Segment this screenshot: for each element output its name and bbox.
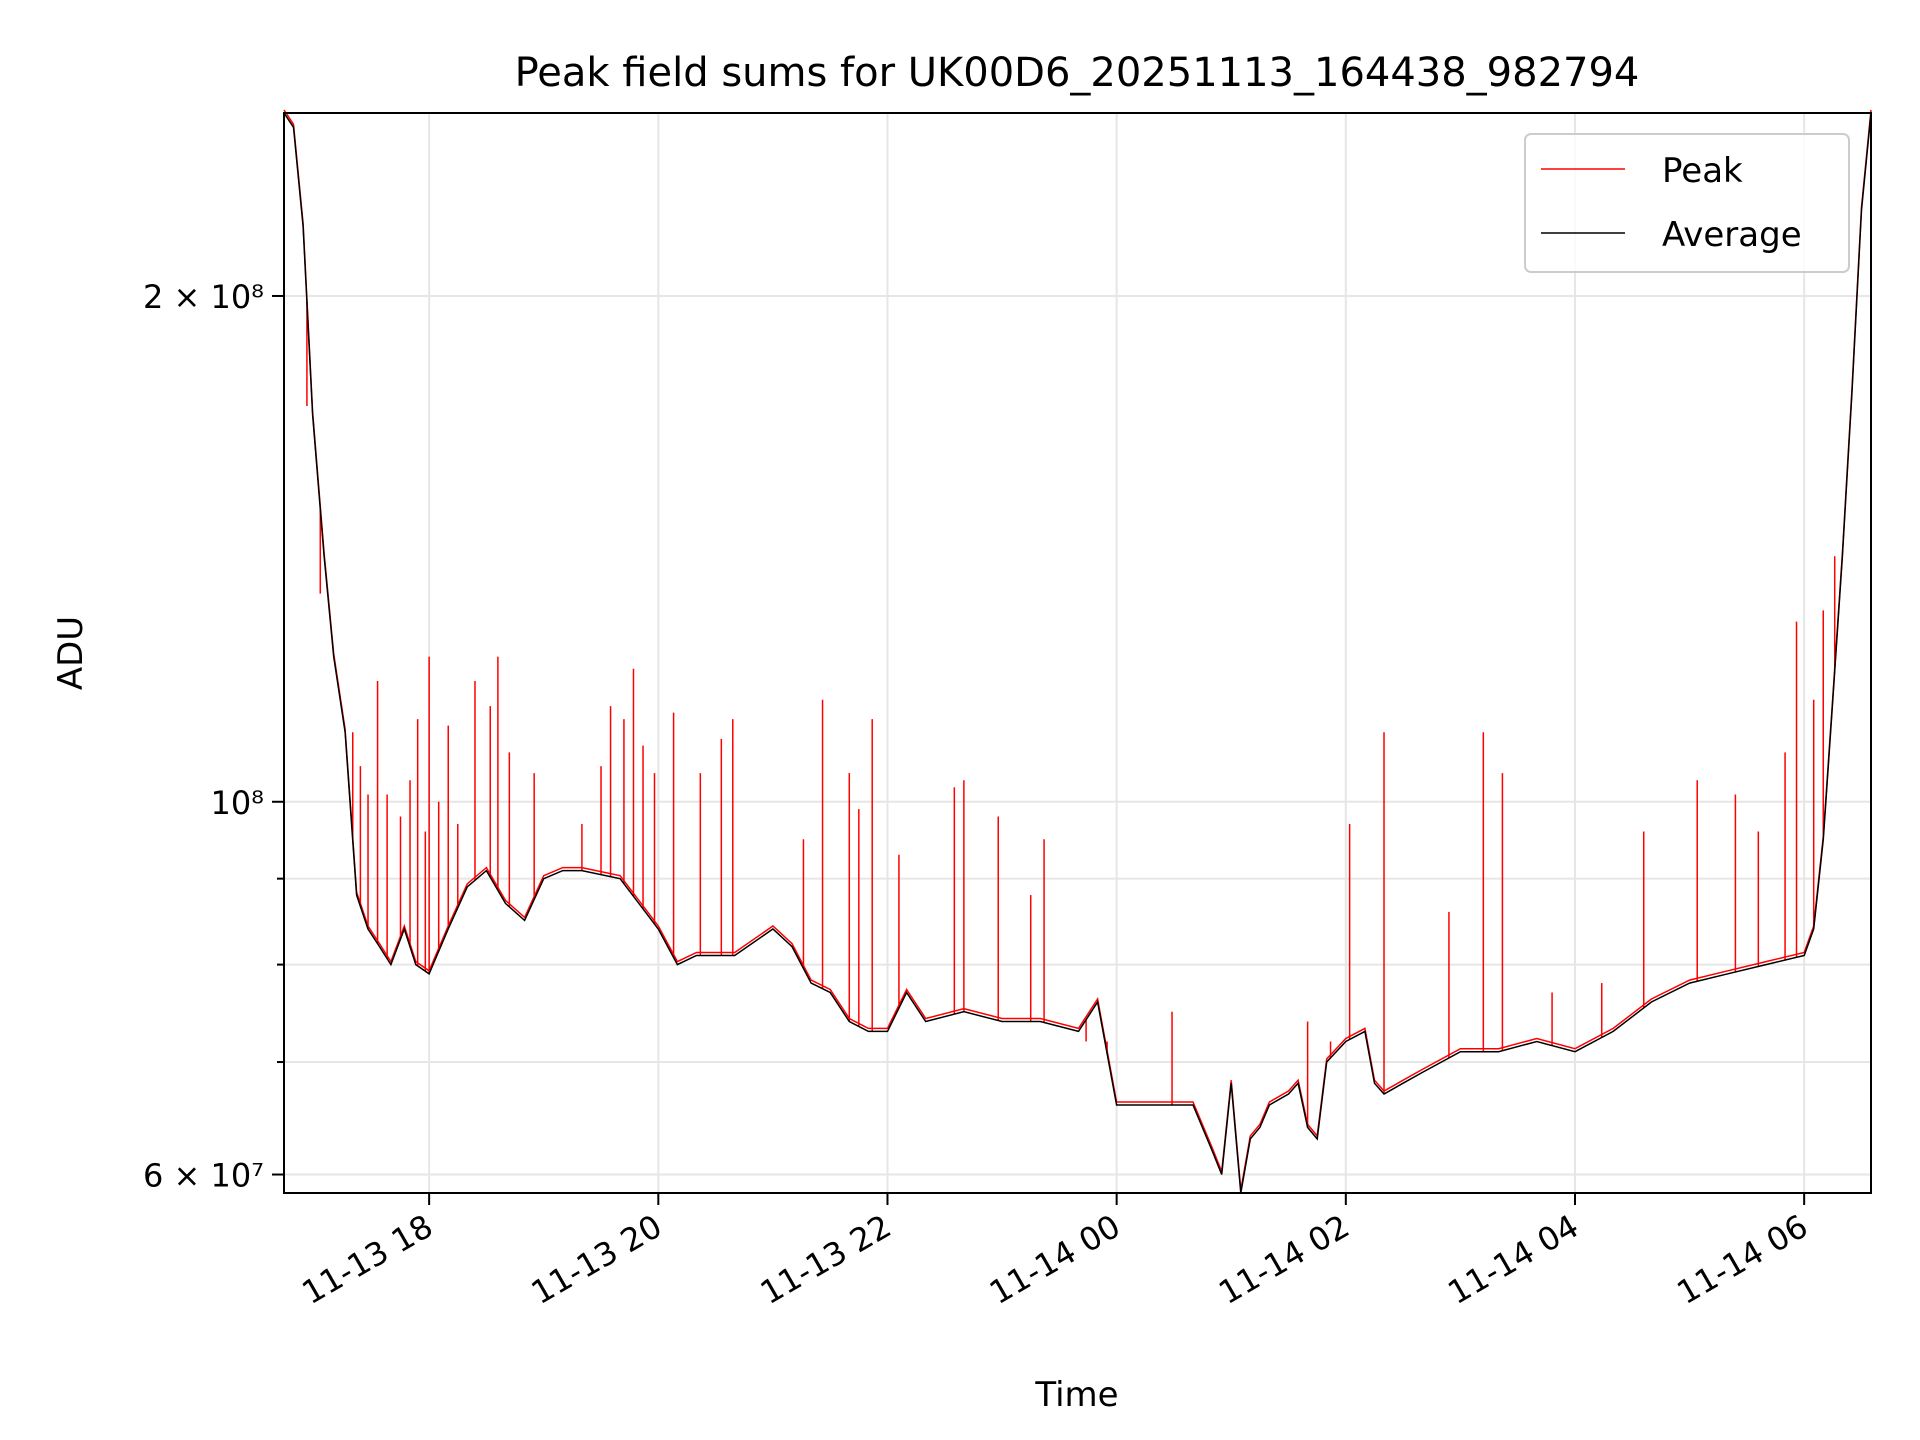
y-tick-label: 10⁸ [210,784,264,822]
y-tick-label: 2 × 10⁸ [143,278,264,316]
y-axis-ticks: 6 × 10⁷ 10⁸ 2 × 10⁸ [143,278,284,1195]
y-axis-label: ADU [51,616,91,690]
average-line [283,112,1872,1194]
legend-label-average: Average [1662,215,1802,255]
peak-series [283,109,1872,1191]
legend: Peak Average [1524,133,1850,273]
y-tick-label: 6 × 10⁷ [143,1157,264,1195]
chart-title: Peak field sums for UK00D6_20251113_1644… [515,50,1640,96]
average-series [283,112,1872,1194]
plot-frame [283,112,1872,1194]
grid-lines [284,113,1871,1193]
x-axis-label: Time [1034,1375,1118,1415]
legend-label-peak: Peak [1662,151,1743,191]
